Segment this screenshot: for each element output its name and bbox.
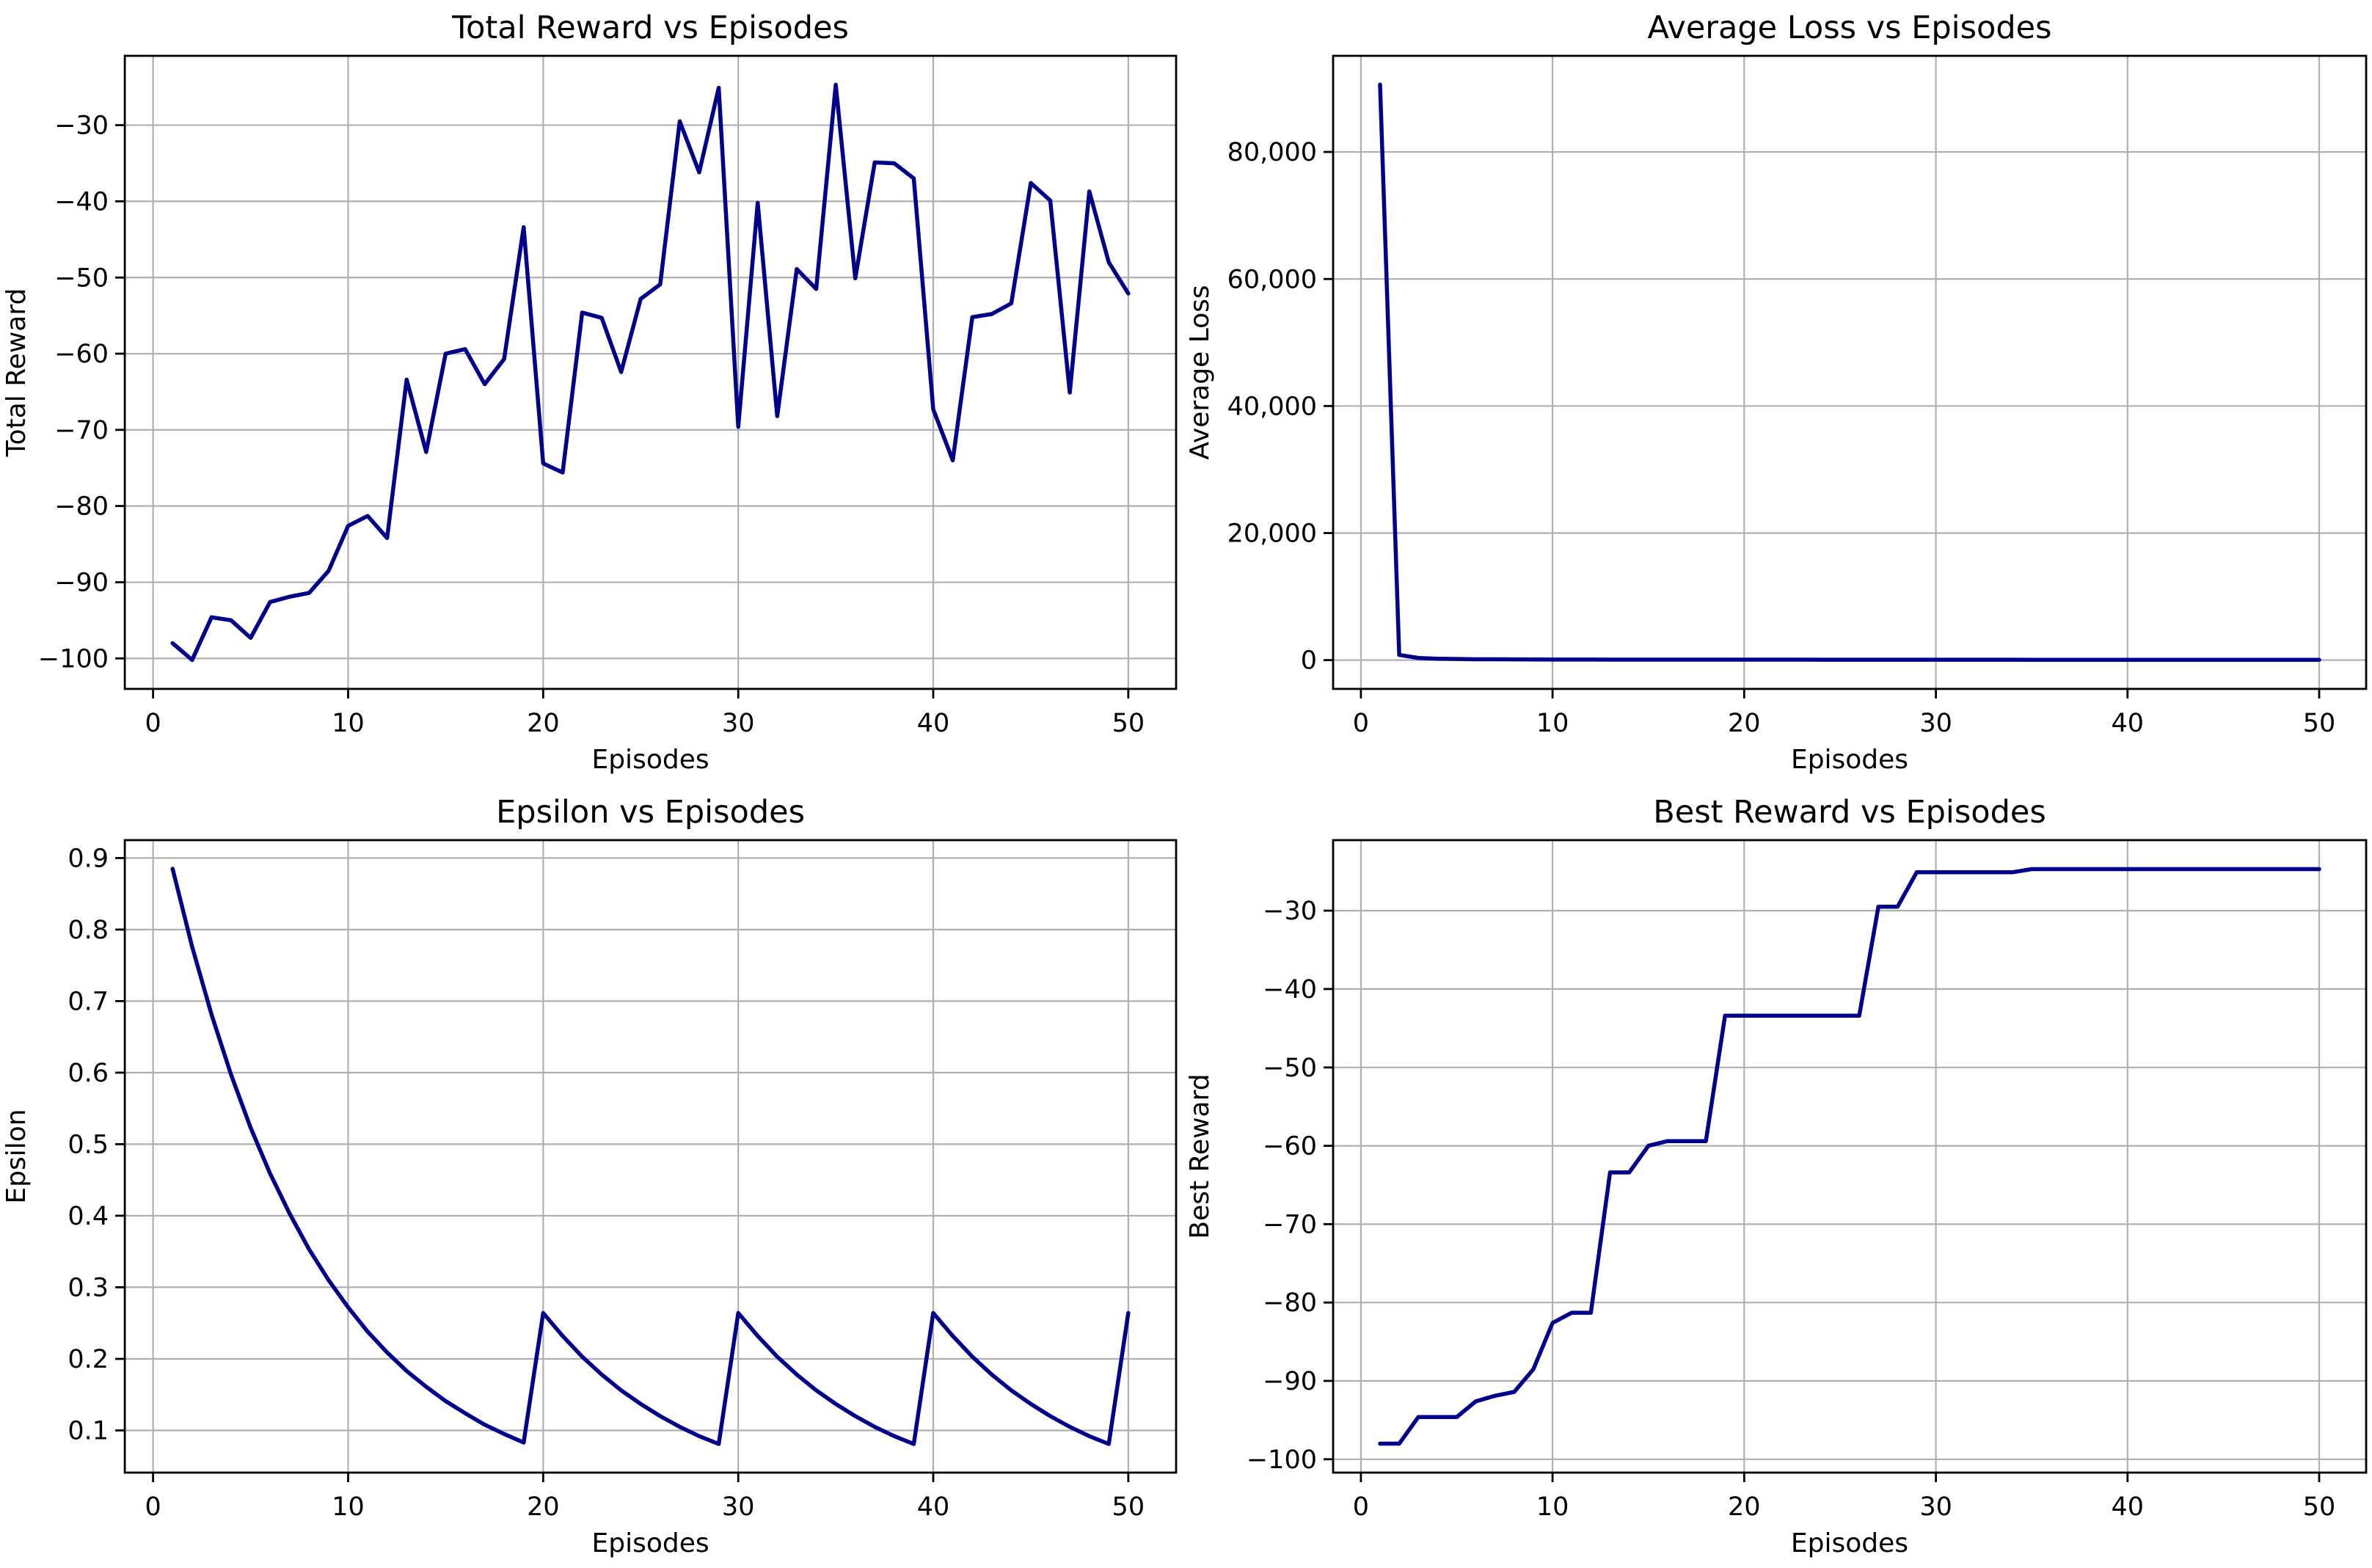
y-tick-label: 40,000 [1227,392,1317,421]
average-loss-ylabel: Average Loss [1186,285,1215,459]
epsilon-xlabel: Episodes [591,1528,709,1558]
best-reward-line [1378,867,2321,1446]
x-tick-label: 30 [1919,1492,1952,1522]
x-tick-label: 40 [2112,1492,2145,1522]
epsilon-title: Epsilon vs Episodes [496,794,805,831]
y-tick-label: −50 [54,263,109,293]
total-reward-plot: 0 10 20 30 40 50 −100 −90 −80 −70 −60 −50 −40 −30 Tota… [0,0,1186,784]
y-tick-label: 60,000 [1227,265,1317,294]
x-tick-label: 0 [145,708,161,738]
x-tick-label: 40 [2112,709,2145,738]
x-tick-label: 20 [1728,709,1761,738]
x-tick-label: 40 [917,1492,950,1522]
total-reward-xlabel: Episodes [591,745,709,775]
y-tick-label: 0 [1301,646,1317,676]
plot-background [0,0,1186,784]
total-reward-line [170,82,1131,663]
total-reward-title: Total Reward vs Episodes [451,10,849,46]
y-tick-label: −90 [54,568,109,598]
axes-spines [123,54,1178,690]
y-tick-label: −40 [54,186,109,216]
x-tick-label: 20 [527,708,560,738]
x-tick-label: 0 [1353,1492,1369,1522]
y-tick-label: −30 [1263,897,1317,926]
chart-epsilon: 0 10 20 30 40 50 0.1 0.2 0.3 0.4 0.5 0.6 0.7 0.8 0.9 Ep… [0,784,1186,1568]
y-tick-label: 0.9 [67,844,109,873]
plot-background [0,784,1186,1568]
y-tick-label: −30 [54,111,109,141]
y-tick-label: −70 [1263,1210,1317,1239]
y-tick-label: 20,000 [1227,519,1317,548]
best-reward-title: Best Reward vs Episodes [1653,794,2046,831]
x-tick-label: 50 [1112,708,1145,738]
epsilon-ylabel: Epsilon [1,1109,32,1203]
chart-average-loss: 0 10 20 30 40 50 0 20,000 40,000 60,000 80,000 Aver… [1186,0,2372,784]
best-reward-xlabel: Episodes [1791,1528,1908,1558]
y-tick-label: 0.7 [67,987,109,1016]
y-tick-label: −40 [1263,975,1317,1004]
y-tick-label: −50 [1263,1054,1317,1083]
axes-spines [1332,839,2368,1474]
x-tick-label: 30 [722,1492,755,1522]
y-tick-label: −100 [38,643,109,674]
y-tick-label: 0.4 [67,1202,109,1231]
y-tick-label: 0.3 [67,1273,109,1302]
y-tick-label: −90 [1263,1367,1317,1396]
x-tick-label: 10 [1536,709,1569,738]
x-tick-label: 50 [2303,1492,2336,1522]
x-tick-label: 50 [1112,1492,1145,1522]
average-loss-xlabel: Episodes [1791,745,1908,775]
y-tick-label: 0.5 [67,1130,109,1159]
epsilon-line [170,867,1131,1446]
y-tick-label: −80 [1263,1288,1317,1318]
chart-total-reward: 0 10 20 30 40 50 −100 −90 −80 −70 −60 −50 −40 −30 Tota… [0,0,1186,784]
y-tick-label: −60 [1263,1132,1317,1162]
y-tick-label: 0.2 [67,1345,109,1374]
x-tick-label: 0 [1353,709,1369,738]
x-tick-label: 30 [722,708,755,738]
best-reward-plot: 0 10 20 30 40 50 −100 −90 −80 −70 −60 −50 −40 −30 Best… [1186,784,2372,1568]
x-tick-label: 20 [527,1492,560,1522]
x-tick-label: 10 [1536,1492,1569,1522]
best-reward-ylabel: Best Reward [1186,1073,1215,1239]
x-tick-label: 0 [145,1492,161,1522]
average-loss-plot: 0 10 20 30 40 50 0 20,000 40,000 60,000 80,000 Aver… [1186,0,2372,784]
x-tick-label: 50 [2303,709,2336,738]
y-tick-label: 0.1 [67,1417,109,1446]
y-tick-label: −60 [54,339,109,369]
y-tick-label: −100 [1247,1445,1317,1475]
total-reward-ylabel: Total Reward [1,288,32,458]
x-tick-label: 40 [917,708,950,738]
plot-background [1186,784,2372,1568]
plot-background [1186,0,2372,784]
axes-spines [1332,54,2368,690]
epsilon-plot: 0 10 20 30 40 50 0.1 0.2 0.3 0.4 0.5 0.6 0.7 0.8 0.9 Ep… [0,784,1186,1568]
average-loss-line [1378,82,2321,662]
x-tick-label: 10 [332,708,365,738]
axes-spines [123,839,1178,1474]
y-tick-label: 0.8 [67,916,109,945]
y-tick-label: −70 [54,415,109,445]
y-tick-label: 80,000 [1227,138,1317,167]
x-tick-label: 30 [1919,709,1952,738]
x-tick-label: 20 [1728,1492,1761,1522]
average-loss-title: Average Loss vs Episodes [1648,10,2052,46]
x-tick-label: 10 [332,1492,365,1522]
y-tick-label: −80 [54,492,109,522]
chart-best-reward: 0 10 20 30 40 50 −100 −90 −80 −70 −60 −50 −40 −30 Best… [1186,784,2372,1568]
y-tick-label: 0.6 [67,1059,109,1088]
